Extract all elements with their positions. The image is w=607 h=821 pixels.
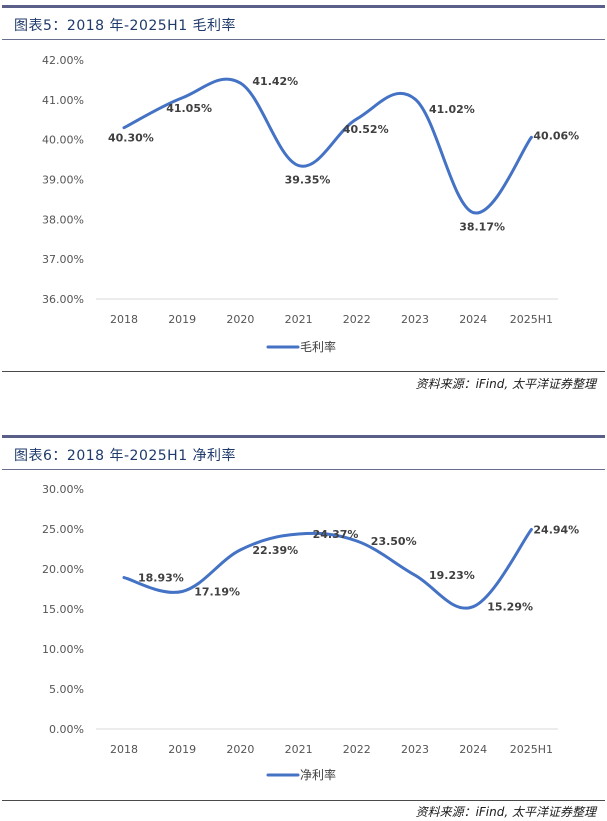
y-tick-label: 20.00% [42, 563, 84, 576]
data-label: 23.50% [371, 535, 417, 548]
x-tick-label: 2024 [459, 313, 487, 326]
x-tick-label: 2024 [459, 743, 487, 756]
data-label: 41.42% [252, 75, 298, 88]
y-tick-label: 25.00% [42, 523, 84, 536]
gross-margin-panel: 图表5：2018 年-2025H1 毛利率 42.00% 41.00% 40.00%… [0, 0, 607, 400]
source-note: 资料来源：iFind, 太平洋证券整理 [415, 805, 596, 819]
bottom-divider [2, 371, 605, 372]
y-tick-label: 38.00% [42, 213, 84, 226]
y-tick-label: 37.00% [42, 253, 84, 266]
x-tick-label: 2018 [110, 313, 138, 326]
x-tick-label: 2025H1 [510, 743, 553, 756]
x-tick-label: 2019 [168, 743, 196, 756]
y-tick-label: 40.00% [42, 134, 84, 147]
gross-margin-chart: 42.00% 41.00% 40.00% 39.00% 38.00% 37.00% 36.0… [42, 54, 579, 354]
data-label: 24.37% [313, 528, 359, 541]
data-label: 40.30% [108, 132, 154, 145]
series-line [122, 77, 533, 215]
data-label: 22.39% [252, 544, 298, 557]
x-tick-label: 2019 [168, 313, 196, 326]
chart-title: 图表5：2018 年-2025H1 毛利率 [14, 18, 237, 34]
source-note: 资料来源：iFind, 太平洋证券整理 [415, 377, 596, 391]
data-label: 19.23% [429, 569, 475, 582]
net-margin-chart: 30.00% 25.00% 20.00% 15.00% 10.00% 5.00% 0.00%… [42, 483, 579, 782]
data-label: 40.52% [343, 123, 389, 136]
y-tick-label: 41.00% [42, 94, 84, 107]
y-tick-label: 15.00% [42, 603, 84, 616]
y-tick-label: 42.00% [42, 54, 84, 67]
chart-title: 图表6：2018 年-2025H1 净利率 [14, 448, 237, 464]
y-tick-label: 10.00% [42, 643, 84, 656]
y-tick-label: 5.00% [49, 683, 84, 696]
x-tick-label: 2025H1 [510, 313, 553, 326]
data-label: 39.35% [285, 174, 331, 187]
y-tick-label: 36.00% [42, 293, 84, 306]
net-margin-panel: 图表6：2018 年-2025H1 净利率 30.00% 25.00% 20.00%… [0, 430, 607, 821]
data-label: 17.19% [194, 585, 240, 598]
data-label: 18.93% [138, 572, 184, 585]
x-tick-label: 2020 [226, 743, 254, 756]
data-label: 41.02% [429, 103, 475, 116]
y-tick-label: 0.00% [49, 723, 84, 736]
y-tick-label: 39.00% [42, 174, 84, 187]
x-tick-label: 2021 [285, 313, 313, 326]
x-tick-label: 2023 [401, 313, 429, 326]
data-label: 41.05% [166, 102, 212, 115]
title-divider [2, 469, 605, 470]
data-label: 40.06% [533, 129, 579, 142]
x-tick-label: 2022 [343, 313, 371, 326]
x-tick-label: 2020 [226, 313, 254, 326]
bottom-divider [2, 800, 605, 801]
x-tick-label: 2023 [401, 743, 429, 756]
y-tick-label: 30.00% [42, 483, 84, 496]
x-tick-label: 2021 [285, 743, 313, 756]
series-line [122, 527, 533, 610]
data-label: 24.94% [533, 523, 579, 536]
panel-top-bar [2, 435, 605, 438]
legend-label: 净利率 [300, 767, 336, 782]
legend-label: 毛利率 [300, 339, 336, 354]
panel-top-bar [2, 5, 605, 8]
title-divider [2, 39, 605, 40]
data-label: 38.17% [459, 221, 505, 234]
data-label: 15.29% [487, 601, 533, 614]
x-tick-label: 2022 [343, 743, 371, 756]
x-tick-label: 2018 [110, 743, 138, 756]
